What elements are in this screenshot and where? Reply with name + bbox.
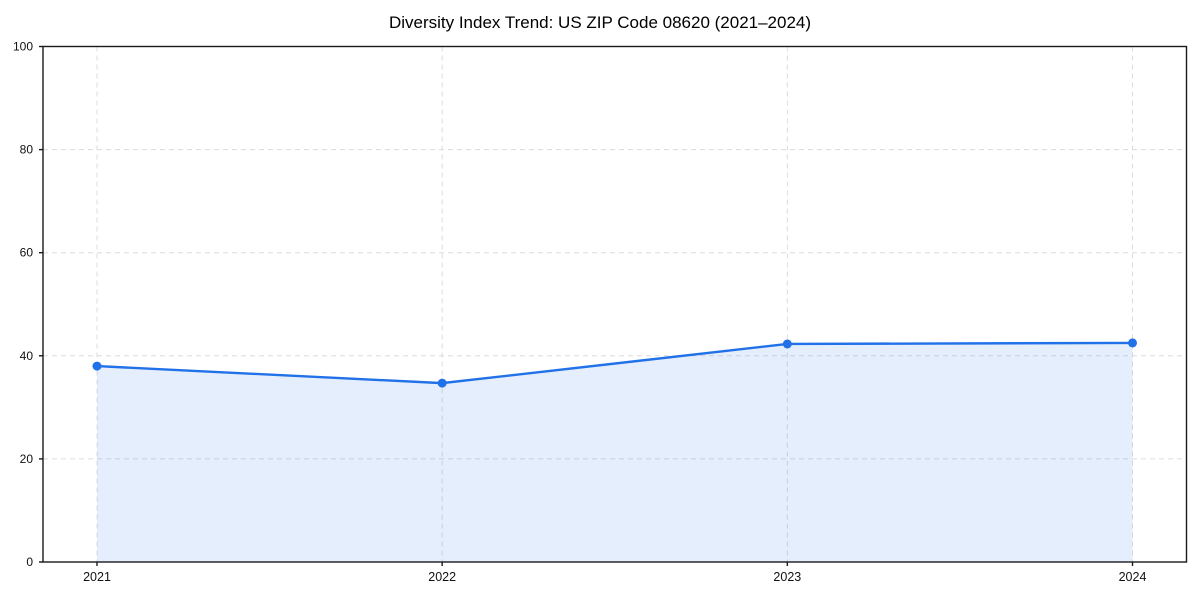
y-tick-label: 40 <box>20 349 34 363</box>
y-axis: 0 20 40 60 80 100 <box>13 40 43 569</box>
data-point-2023 <box>782 339 792 349</box>
y-tick-label: 80 <box>20 143 34 157</box>
x-tick-label: 2023 <box>773 570 801 584</box>
x-axis: 2021 2022 2023 2024 <box>83 562 1146 584</box>
x-tick-label: 2021 <box>83 570 111 584</box>
trend-line <box>95 341 1134 385</box>
data-point-2021 <box>92 361 102 371</box>
plot-border <box>42 45 1188 563</box>
data-point-2024 <box>1128 338 1137 348</box>
data-point-2022 <box>437 378 447 388</box>
area-fill <box>97 342 1133 562</box>
y-tick-label: 60 <box>20 246 34 260</box>
y-tick-label: 20 <box>20 452 34 466</box>
y-tick-label: 0 <box>26 555 33 569</box>
x-tick-label: 2022 <box>428 570 456 584</box>
y-tick-label: 100 <box>13 40 33 54</box>
chart-title: Diversity Index Trend: US ZIP Code 08620… <box>388 13 812 32</box>
x-tick-label: 2024 <box>1119 570 1147 584</box>
